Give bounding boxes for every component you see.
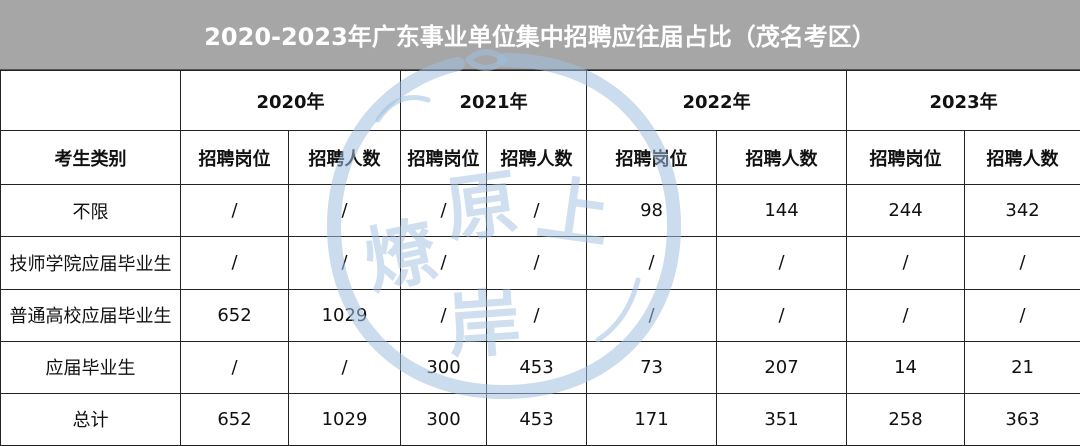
- table-cell: /: [964, 288, 1080, 342]
- table-cell: 1029: [287, 392, 402, 446]
- recruitment-table: 2020年 2021年 2022年 2023年 考生类别 招聘岗位 招聘人数 招…: [0, 69, 1080, 446]
- year-header-2022: 2022年: [586, 69, 848, 132]
- table-cell: 14: [846, 340, 966, 394]
- table-cell: /: [400, 288, 488, 342]
- row-label: 普通高校应届毕业生: [0, 288, 181, 342]
- table-cell: /: [846, 236, 966, 290]
- table-row: 技师学院应届毕业生 / / / / / / / /: [0, 236, 1080, 290]
- table-cell: 98: [586, 184, 718, 238]
- table-cell: /: [180, 184, 289, 238]
- table-cell: 453: [486, 392, 588, 446]
- sub-header-cell: 招聘人数: [287, 130, 402, 186]
- table-cell: 453: [486, 340, 588, 394]
- row-label: 应届毕业生: [0, 340, 181, 394]
- table-cell: /: [964, 236, 1080, 290]
- year-header-2020: 2020年: [179, 69, 402, 132]
- table-row: 总计 652 1029 300 453 171 351 258 363: [0, 392, 1080, 446]
- table-cell: /: [180, 340, 289, 394]
- table-cell: /: [287, 184, 402, 238]
- sub-header-cell: 招聘岗位: [180, 130, 289, 186]
- row-label: 技师学院应届毕业生: [0, 236, 181, 290]
- row-label: 总计: [0, 392, 181, 446]
- table-cell: /: [400, 236, 488, 290]
- sub-header-cell: 招聘岗位: [400, 130, 488, 186]
- table-cell: 1029: [287, 288, 402, 342]
- table-cell: 21: [964, 340, 1080, 394]
- table-cell: 244: [846, 184, 966, 238]
- year-header-row: 2020年 2021年 2022年 2023年: [0, 69, 1080, 132]
- table-cell: /: [486, 288, 588, 342]
- sub-header-cell: 招聘人数: [964, 130, 1080, 186]
- table-cell: 652: [180, 392, 289, 446]
- year-header-2023: 2023年: [846, 69, 1080, 132]
- table-cell: /: [716, 236, 848, 290]
- sub-header-row: 考生类别 招聘岗位 招聘人数 招聘岗位 招聘人数 招聘岗位 招聘人数 招聘岗位 …: [0, 130, 1080, 186]
- table-cell: 351: [716, 392, 848, 446]
- sub-header-cell: 招聘岗位: [586, 130, 718, 186]
- table-cell: /: [287, 236, 402, 290]
- table-row: 应届毕业生 / / 300 453 73 207 14 21: [0, 340, 1080, 394]
- table-cell: 300: [400, 392, 488, 446]
- table-cell: 207: [716, 340, 848, 394]
- table-cell: /: [586, 288, 718, 342]
- year-header-2021: 2021年: [400, 69, 588, 132]
- table-cell: 363: [964, 392, 1080, 446]
- category-header: 考生类别: [0, 130, 181, 186]
- table-cell: /: [287, 340, 402, 394]
- table-cell: 144: [716, 184, 848, 238]
- table-cell: 258: [846, 392, 966, 446]
- sub-header-cell: 招聘人数: [716, 130, 848, 186]
- table-cell: /: [486, 236, 588, 290]
- table-cell: /: [400, 184, 488, 238]
- table-row: 不限 / / / / 98 144 244 342: [0, 184, 1080, 238]
- table-title: 2020-2023年广东事业单位集中招聘应往届占比（茂名考区）: [0, 0, 1080, 70]
- row-label: 不限: [0, 184, 181, 238]
- table-cell: 300: [400, 340, 488, 394]
- table-cell: 73: [586, 340, 718, 394]
- table-cell: /: [180, 236, 289, 290]
- table-cell: 652: [180, 288, 289, 342]
- table-cell: /: [586, 236, 718, 290]
- sub-header-cell: 招聘岗位: [846, 130, 966, 186]
- sub-header-cell: 招聘人数: [486, 130, 588, 186]
- corner-cell: [0, 69, 181, 132]
- table-cell: /: [846, 288, 966, 342]
- table-cell: 171: [586, 392, 718, 446]
- table-row: 普通高校应届毕业生 652 1029 / / / / / /: [0, 288, 1080, 342]
- table-cell: 342: [964, 184, 1080, 238]
- table-cell: /: [716, 288, 848, 342]
- table-cell: /: [486, 184, 588, 238]
